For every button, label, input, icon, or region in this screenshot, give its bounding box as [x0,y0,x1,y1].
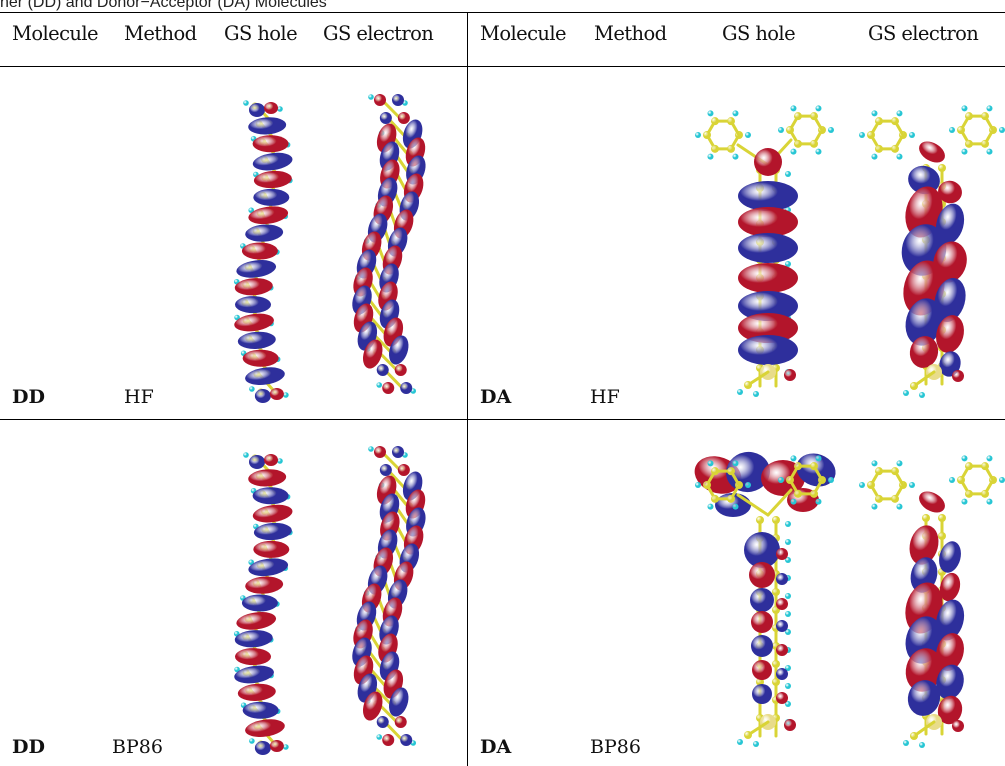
row2-left-method: BP86 [112,736,163,758]
header-method-right: Method [594,22,667,45]
header-method-left: Method [124,22,197,45]
dd-hf-electron-orbital-image [352,94,426,394]
da-bp86-hole-orbital-image [694,451,836,747]
row1-right-method: HF [590,386,620,408]
dd-hf-hole-orbital-image [233,100,293,403]
header-rule [0,66,1005,67]
header-molecule-right: Molecule [480,22,567,45]
header-molecule-left: Molecule [12,22,99,45]
row1-left-method: HF [124,386,154,408]
da-hf-electron-orbital-image [859,105,1005,398]
header-gs-hole-left: GS hole [224,22,298,45]
table-top-rule [0,12,1005,14]
dd-bp86-hole-orbital-image [233,452,293,755]
row2-right-molecule: DA [480,736,512,758]
header-gs-electron-left: GS electron [323,22,434,45]
column-divider [467,12,469,766]
row2-right-method: BP86 [590,736,641,758]
da-hf-hole-orbital-image [695,105,834,397]
dd-bp86-electron-orbital-image [352,446,426,746]
row1-left-molecule: DD [12,386,45,408]
table-caption: ner (DD) and Donor−Acceptor (DA) Molecul… [0,0,327,11]
header-gs-electron-right: GS electron [868,22,979,45]
row-divider-rule [0,419,1005,420]
da-bp86-electron-orbital-image [859,455,1005,748]
row2-left-molecule: DD [12,736,45,758]
header-gs-hole-right: GS hole [722,22,796,45]
row1-right-molecule: DA [480,386,512,408]
